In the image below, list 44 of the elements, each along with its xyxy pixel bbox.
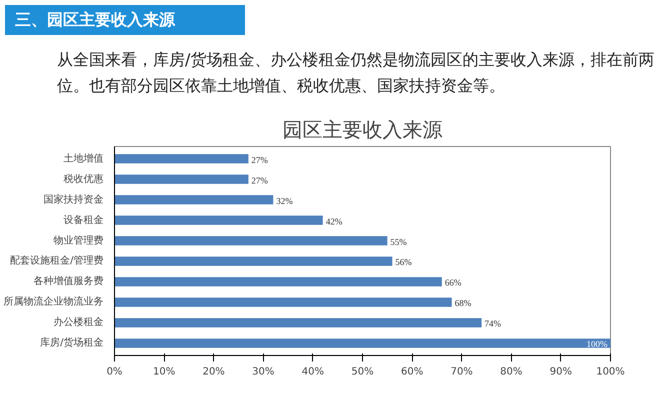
x-tick-label: 10% [152,366,176,378]
y-tick-label: 办公楼租金 [54,316,104,328]
bar [114,338,610,348]
y-tick-label: 各种增值服务费 [34,275,104,288]
y-tick-label: 土地增值 [64,152,104,164]
x-tick-label: 30% [252,366,274,378]
x-tick-label: 70% [450,366,473,378]
y-tick-label: 配套设施租金/管理费 [10,254,104,267]
bar [114,174,248,184]
x-tick-label: 0% [106,366,122,378]
bar [114,256,392,266]
y-tick-label: 税收优惠 [64,172,104,185]
y-tick-label: 设备租金 [64,214,104,226]
y-tick-label: 国家扶持资金 [44,193,104,206]
data-label: 66% [444,278,462,288]
text: 园区主要收入来源 [282,118,442,142]
x-tick-label: 40% [302,366,324,378]
x-tick-label: 100% [596,366,625,378]
data-label: 56% [395,257,412,268]
chart-title: 三、园区主要收入来源 [15,9,175,31]
bar [114,236,388,246]
y-tick-label: 库房/货场租金 [40,336,104,349]
data-label: 74% [484,318,502,329]
bar [114,298,452,307]
x-tick-label: 90% [550,366,572,378]
bar [114,195,274,204]
data-label: 55% [390,236,408,247]
x-tick-label: 80% [500,366,522,378]
data-label: 27% [251,154,268,165]
data-label: 68% [454,298,472,308]
bar [114,318,482,328]
bar [114,277,442,286]
x-tick-label: 60% [400,366,424,378]
y-tick-label: 所属物流企业物流业务 [4,296,104,308]
bar [114,154,248,164]
data-label: 100% [586,339,608,350]
bar [114,216,323,225]
x-tick-label: 50% [351,366,374,378]
data-label: 32% [276,196,294,206]
x-tick-label: 20% [202,366,225,378]
chart-subtitle: 从全国来看，库房/货场租金、办公楼租金仍然是物流园区的主要收入来源，排在前两位。也有部分园区依靠土地增值、税收优惠、国家扶持资金等。 [57,49,656,97]
data-label: 27% [251,175,268,186]
y-tick-label: 物业管理费 [54,234,104,246]
data-label: 42% [326,216,343,226]
